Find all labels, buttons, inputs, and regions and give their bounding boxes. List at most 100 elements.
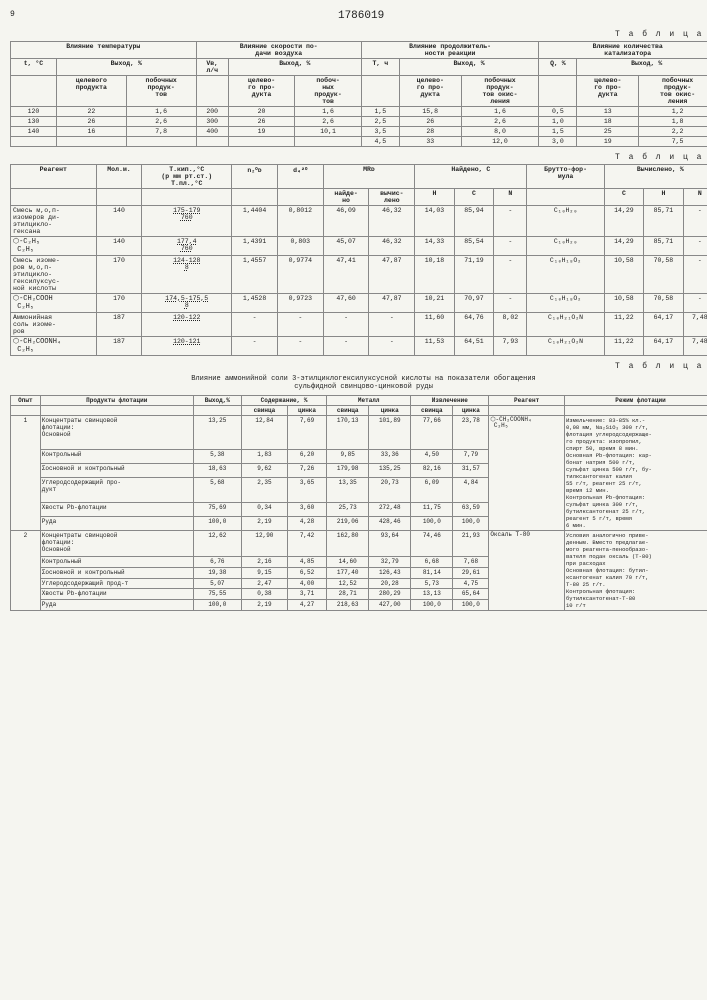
table3-cell: 4,28 [287, 516, 326, 530]
table3-cell: 1,83 [241, 450, 287, 464]
table2-head: Брутто-фор- мула [527, 165, 604, 189]
table2-cell: - [683, 256, 707, 294]
table3-cell: 28,71 [327, 589, 369, 600]
table3-product: Концентраты свинцовой флотации: Основной [40, 416, 193, 450]
table3-cell: 219,06 [327, 516, 369, 530]
table3-cell: 19,38 [193, 567, 241, 578]
table3-product: Руда [40, 600, 193, 611]
table1-label: Т а б л и ц а 1 [10, 30, 707, 39]
table2-cell: 7,48 [683, 337, 707, 356]
table2-cell: 1,4528 [232, 294, 278, 313]
table2-cell: 7,93 [494, 337, 527, 356]
table1-cell: 4,5 [361, 137, 399, 147]
table1-cell: 1,0 [539, 117, 577, 127]
table1-cell [228, 137, 295, 147]
table2-cell: 187 [96, 337, 142, 356]
table3-expnum: 1 [11, 416, 41, 531]
table2-cell: 0,8012 [277, 206, 323, 237]
table3-cell: 2,19 [241, 516, 287, 530]
table3-reagent: Оксаль Т-80 [489, 531, 565, 611]
table3-cell: 126,43 [369, 567, 411, 578]
table2-head: Вычислено, % [604, 165, 707, 189]
table3-cell: 5,07 [193, 578, 241, 589]
table3-cell: 25,73 [327, 502, 369, 516]
table1-subhead: Выход, % [56, 59, 196, 76]
table2-cell: C₁₀H₁₈O₂ [527, 256, 604, 294]
table1-group: Влияние продолжитель- ности реакции [361, 42, 539, 59]
table2-cell: 14,29 [604, 237, 644, 256]
table3-head2: цинка [287, 406, 326, 416]
table3-head2 [489, 406, 565, 416]
table2-cell: 1,4404 [232, 206, 278, 237]
table2-cell: 70,97 [454, 294, 494, 313]
table3-cell: 272,48 [369, 502, 411, 516]
table3-cell: 280,29 [369, 589, 411, 600]
table1-cell [196, 137, 228, 147]
table2-head2: H [415, 189, 455, 206]
table3-product: Хвосты Pb-флотации [40, 502, 193, 516]
table2-cell: C₁₀H₂₀ [527, 206, 604, 237]
table2-cell: 174,5-175,5 8 [142, 294, 232, 313]
table1-cell: 15,8 [399, 107, 461, 117]
table2-cell: 1,4557 [232, 256, 278, 294]
table2-head: d₄²⁰ [277, 165, 323, 189]
table1-cell: 130 [11, 117, 57, 127]
table2-cell: - [232, 337, 278, 356]
table1-cell: 18 [577, 117, 639, 127]
table1-group: Влияние количества катализатора [539, 42, 707, 59]
table3-cell: 29,61 [453, 567, 489, 578]
table1-subhead2: целево- го про- дукта [577, 76, 639, 107]
table1-subhead: Vв, л/ч [196, 59, 228, 76]
table3-cell: 100,0 [411, 516, 453, 530]
table2-cell: C₁₀H₁₈O₂ [527, 294, 604, 313]
table3-head: Извлечение [411, 396, 489, 406]
table1-cell [56, 137, 126, 147]
table2-cell: 64,17 [644, 313, 684, 337]
table2-cell: 47,87 [369, 256, 415, 294]
table2-head2 [142, 189, 232, 206]
table3-cell: 81,14 [411, 567, 453, 578]
table1-subhead2 [539, 76, 577, 107]
table3-cell: 4,00 [287, 578, 326, 589]
table3-cell: 13,13 [411, 589, 453, 600]
table3-cell: 31,57 [453, 464, 489, 478]
table2-cell: - [494, 206, 527, 237]
table3-cell: 4,27 [287, 600, 326, 611]
table3-head2 [40, 406, 193, 416]
table2-head: n₂⁰ᴅ [232, 165, 278, 189]
table1-cell: 26 [399, 117, 461, 127]
table2-cell: 14,03 [415, 206, 455, 237]
table3-cell: 13,35 [327, 478, 369, 502]
table3-cell: 179,98 [327, 464, 369, 478]
table1-cell: 33 [399, 137, 461, 147]
table2-cell: 170 [96, 256, 142, 294]
table2-cell: 10,58 [604, 256, 644, 294]
table2-cell: C₁₀H₂₀ [527, 237, 604, 256]
table2-head: Т.кип.,°C (р мм рт.ст.) Т.пл.,°C [142, 165, 232, 189]
table3-cell: 5,38 [193, 450, 241, 464]
table3-cell: 13,25 [193, 416, 241, 450]
table2-head2: найде- но [323, 189, 369, 206]
table2-cell: - [323, 313, 369, 337]
table1-subhead2: побочных продук- тов окис- ления [639, 76, 707, 107]
table3-cell: 7,69 [287, 416, 326, 450]
table1-subhead2: целевого продукта [56, 76, 126, 107]
table3-cell: 100,0 [411, 600, 453, 611]
table2-cell: 14,29 [604, 206, 644, 237]
table3-product: Концентраты свинцовой флотации: Основной [40, 531, 193, 557]
table3-cell: 82,16 [411, 464, 453, 478]
doc-number: 1786019 [338, 10, 384, 22]
table3-head: Выход,% [193, 396, 241, 406]
table2-cell: 47,87 [369, 294, 415, 313]
table2-cell: 10,21 [415, 294, 455, 313]
table1-cell: 25 [577, 127, 639, 137]
table3-cell: 75,69 [193, 502, 241, 516]
table1-subhead2: целево- го про- дукта [228, 76, 295, 107]
table1-group: Влияние температуры [11, 42, 197, 59]
table3-cell: 6,09 [411, 478, 453, 502]
table1-cell: 120 [11, 107, 57, 117]
table1-cell: 2,2 [639, 127, 707, 137]
table3-cell: 6,76 [193, 556, 241, 567]
table3-cell: 2,47 [241, 578, 287, 589]
table3-cell: 65,64 [453, 589, 489, 600]
